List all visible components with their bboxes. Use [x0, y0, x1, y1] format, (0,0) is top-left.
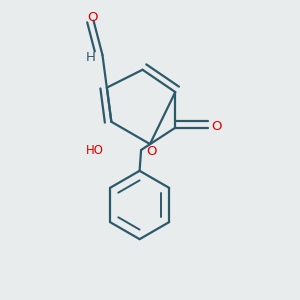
Text: O: O — [87, 11, 97, 24]
Text: O: O — [146, 145, 157, 158]
Text: O: O — [211, 120, 221, 133]
Text: HO: HO — [86, 144, 104, 157]
Text: H: H — [85, 51, 95, 64]
